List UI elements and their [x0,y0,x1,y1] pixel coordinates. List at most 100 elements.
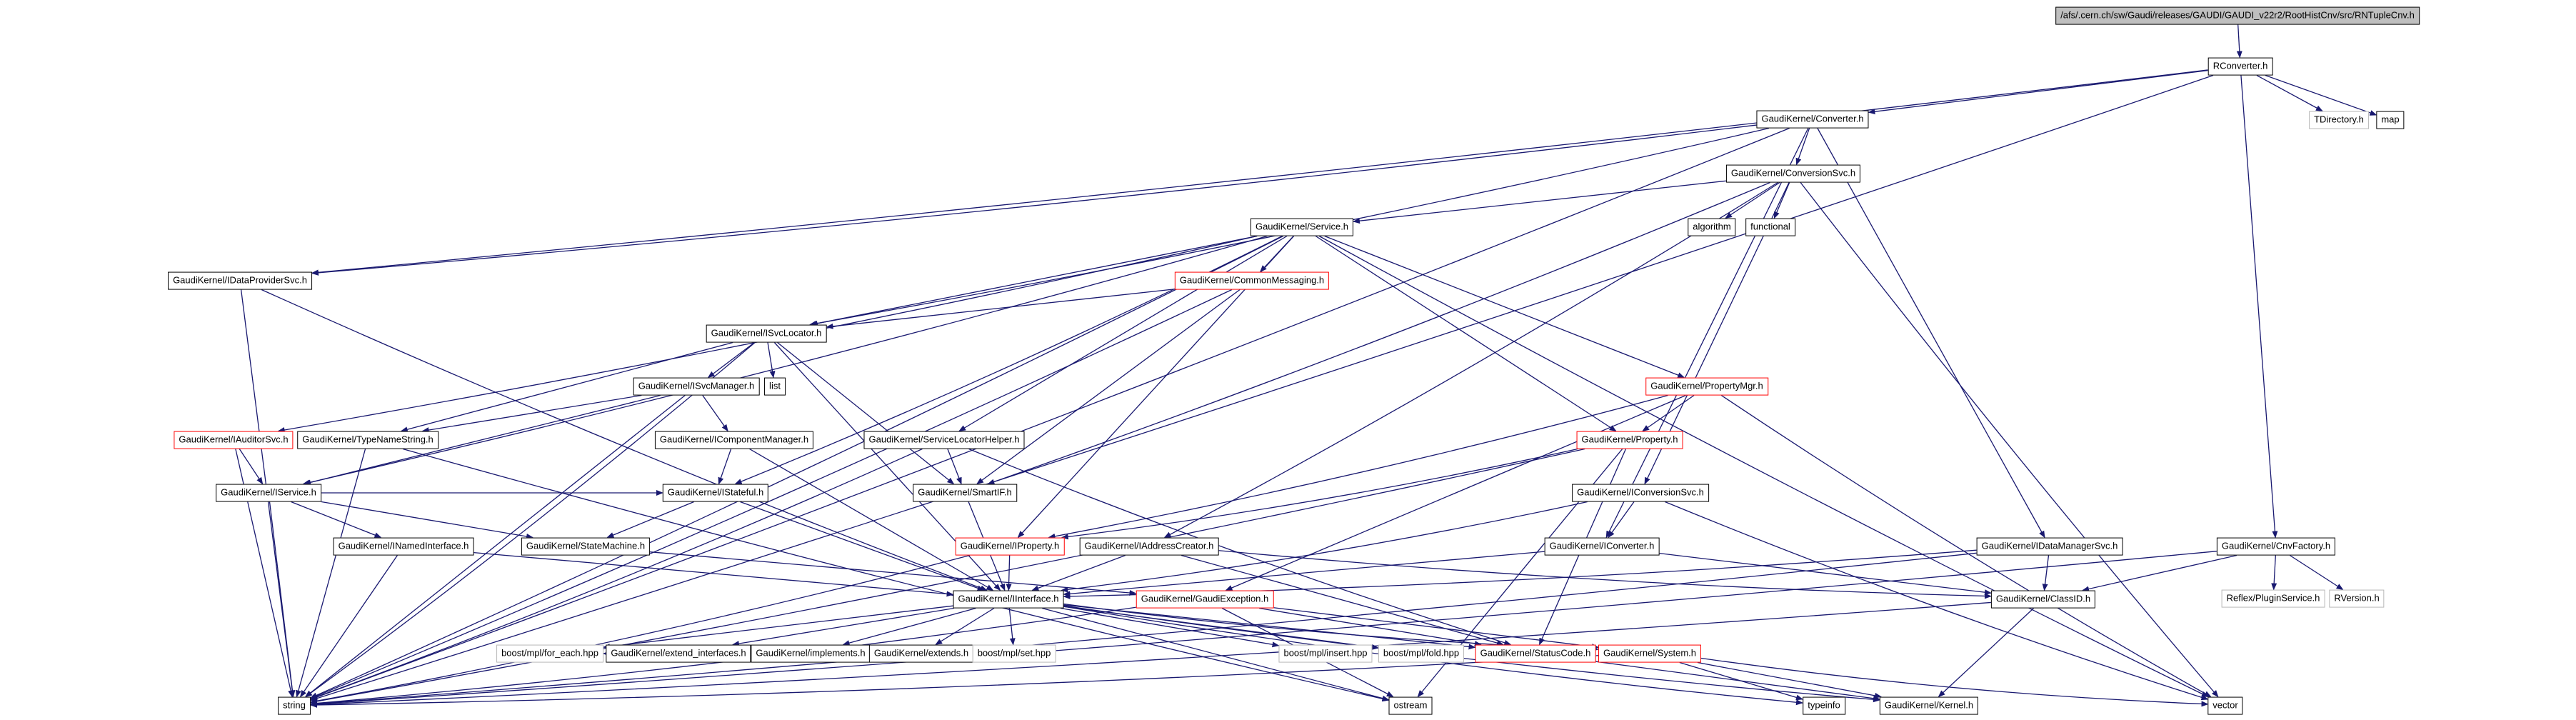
node-rconverter[interactable]: RConverter.h [2207,57,2273,76]
node-iconversionsvc[interactable]: GaudiKernel/IConversionSvc.h [1572,484,1709,502]
edge-iproperty-to-iinterface [1006,555,1012,591]
edge-conversionsvc-to-vector [1800,182,2219,698]
node-iproperty[interactable]: GaudiKernel/IProperty.h [955,537,1065,556]
node-isvcmanager[interactable]: GaudiKernel/ISvcManager.h [633,377,760,396]
edge-rconverter-to-tdirectory [2256,74,2323,112]
edge-converter-to-string [310,127,1790,700]
edge-iinterface-to-statuscode [1063,604,1476,650]
node-iaddresscreator[interactable]: GaudiKernel/IAddressCreator.h [1079,537,1219,556]
node-smartif[interactable]: GaudiKernel/SmartIF.h [913,484,1017,502]
edge-inamedinterface-to-iinterface [473,551,954,597]
edge-isvcmanager-to-string [304,394,686,698]
edge-statemachine-to-gaudiexception [649,551,1137,596]
node-string[interactable]: string [278,696,311,715]
edge-cnvfactory-to-reflexpluginservice [2271,555,2277,591]
node-inamedinterface[interactable]: GaudiKernel/INamedInterface.h [333,537,474,556]
node-mplfold: boost/mpl/fold.hpp [1378,644,1465,663]
node-cnvfactory[interactable]: GaudiKernel/CnvFactory.h [2216,537,2336,556]
node-iinterface[interactable]: GaudiKernel/IInterface.h [953,590,1064,609]
edge-iaddresscreator-to-classid [1218,550,1992,599]
edge-idataprovidersvc-to-iinterface [261,289,988,591]
edge-converter-to-iconverter [1605,128,1809,539]
edge-typenamestring-to-ostream [402,448,1390,702]
node-iauditorsvc[interactable]: GaudiKernel/IAuditorSvc.h [174,431,294,449]
edge-iservice-to-string [269,501,296,698]
edge-servicelocatorhelper-to-smartif [947,449,962,485]
edge-iconverter-to-iinterface [1063,551,1545,597]
edge-isvclocator-to-list [767,342,776,379]
edge-propertymgr-to-iproperty [1048,394,1668,539]
node-extends[interactable]: GaudiKernel/extends.h [868,644,974,663]
edge-commonmessaging-to-smartif [976,289,1241,485]
node-extendinterfaces[interactable]: GaudiKernel/extend_interfaces.h [606,644,751,663]
node-vector[interactable]: vector [2207,696,2243,715]
edge-conversionsvc-to-algorithm [1725,181,1780,219]
node-idatamanagersvc[interactable]: GaudiKernel/IDataManagerSvc.h [1976,537,2123,556]
edge-cnvfactory-to-classid [2082,554,2237,592]
node-isvclocator[interactable]: GaudiKernel/ISvcLocator.h [706,324,827,343]
node-iservice[interactable]: GaudiKernel/IService.h [216,484,321,502]
edge-commonmessaging-to-isvclocator [826,289,1176,329]
edge-iaddresscreator-to-statuscode [1181,554,1504,646]
edge-isvcmanager-to-icomponentmanager [702,395,728,432]
edge-iservice-to-inamedinterface [291,501,382,539]
node-functional[interactable]: functional [1745,218,1795,236]
edge-service-to-isvclocator [810,235,1258,326]
node-iconverter[interactable]: GaudiKernel/IConverter.h [1544,537,1660,556]
edge-iconversionsvc-to-iinterface [1061,501,1588,593]
node-conversionsvc[interactable]: GaudiKernel/ConversionSvc.h [1725,164,1861,183]
node-ostream[interactable]: ostream [1388,696,1433,715]
node-property[interactable]: GaudiKernel/Property.h [1576,431,1683,449]
node-statuscode[interactable]: GaudiKernel/StatusCode.h [1475,644,1596,663]
edge-iinterface-to-implements [842,607,976,646]
node-map[interactable]: map [2376,111,2405,129]
edge-rconverter-to-cnvfactory [2240,75,2278,539]
edge-cnvfactory-to-rversion [2289,554,2344,591]
node-statemachine[interactable]: GaudiKernel/StateMachine.h [521,537,651,556]
node-list[interactable]: list [764,377,786,396]
node-commonmessaging[interactable]: GaudiKernel/CommonMessaging.h [1174,271,1330,290]
node-typeinfo[interactable]: typeinfo [1803,696,1845,715]
edge-servicelocatorhelper-to-string [310,448,923,700]
edge-icomponentmanager-to-istateful [718,449,732,485]
edge-isvcmanager-to-typenamestring [421,394,642,433]
node-servicelocatorhelper[interactable]: GaudiKernel/ServiceLocatorHelper.h [863,431,1025,449]
edge-propertymgr-to-vector [1720,394,2212,698]
edge-isvclocator-to-isvcmanager [707,341,755,379]
node-propertymgr[interactable]: GaudiKernel/PropertyMgr.h [1645,377,1768,396]
edge-iinterface-to-ostream [1042,607,1390,701]
edge-rconverter-to-string [310,74,2214,701]
edge-iconversionsvc-to-iconverter [1608,501,1635,539]
node-gaudiexception[interactable]: GaudiKernel/GaudiException.h [1136,590,1274,609]
edge-commonmessaging-to-string [310,289,1233,699]
edge-iinterface-to-mplinsert [1060,607,1280,648]
edge-iconversionsvc-to-vector [1665,501,2209,701]
edge-conversionsvc-to-service [1353,180,1727,224]
edge-iaddresscreator-to-iinterface [1031,554,1126,591]
edge-iauditorsvc-to-iservice [239,449,264,485]
edge-gaudiexception-to-statuscode [1259,607,1482,646]
edge-isvclocator-to-smartif [777,341,955,485]
node-typenamestring[interactable]: GaudiKernel/TypeNameString.h [297,431,438,449]
edge-rconverter-to-converter [1868,69,2208,115]
edge-servicelocatorhelper-to-statuscode [968,448,1512,646]
node-implements[interactable]: GaudiKernel/implements.h [751,644,871,663]
node-idataprovidersvc[interactable]: GaudiKernel/IDataProviderSvc.h [168,271,312,290]
node-kernel[interactable]: GaudiKernel/Kernel.h [1879,696,1979,715]
edge-service-to-iservice [302,235,1268,486]
edge-cnvfactory-to-string [310,551,2217,707]
edge-iinterface-to-extendinterfaces [732,607,955,646]
node-tdirectory: TDirectory.h [2309,111,2369,129]
node-classid[interactable]: GaudiKernel/ClassID.h [1990,590,2096,609]
node-istateful[interactable]: GaudiKernel/IStateful.h [662,484,769,502]
edge-conversionsvc-to-functional [1773,182,1790,219]
node-converter[interactable]: GaudiKernel/Converter.h [1756,110,1869,129]
edge-isvcmanager-to-iservice [304,394,661,486]
node-root: /afs/.cern.ch/sw/Gaudi/releases/GAUDI/GA… [2055,6,2420,25]
node-system[interactable]: GaudiKernel/System.h [1598,644,1702,663]
edge-propertymgr-to-property [1642,394,1695,432]
node-icomponentmanager[interactable]: GaudiKernel/IComponentManager.h [654,431,814,449]
node-algorithm[interactable]: algorithm [1688,218,1736,236]
node-service[interactable]: GaudiKernel/Service.h [1250,218,1354,236]
